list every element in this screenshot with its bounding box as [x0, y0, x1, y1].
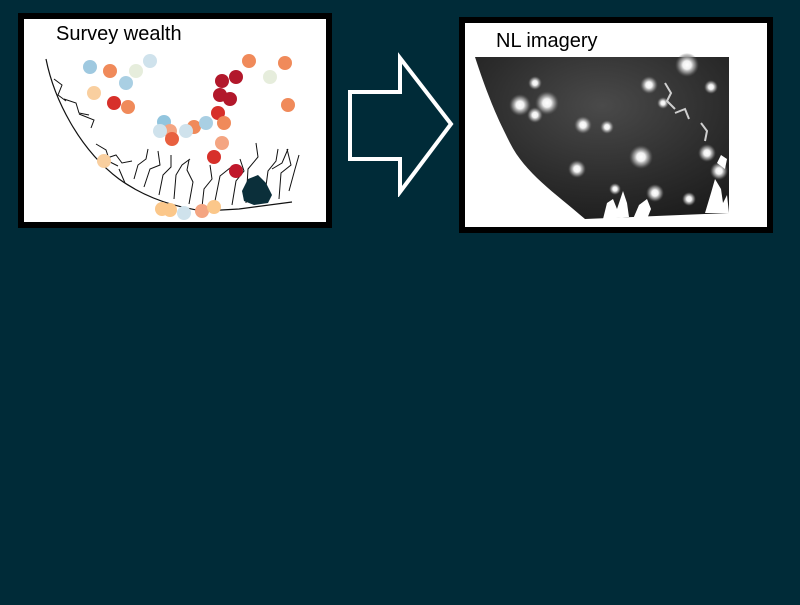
survey-point	[215, 74, 229, 88]
survey-wealth-panel: Survey wealth	[18, 13, 332, 228]
river-network	[53, 78, 300, 208]
survey-point	[217, 116, 231, 130]
survey-point	[163, 203, 177, 217]
survey-point	[195, 204, 209, 218]
light-streaks	[664, 82, 709, 142]
survey-point	[107, 96, 121, 110]
survey-point	[103, 64, 117, 78]
survey-point	[229, 70, 243, 84]
nl-imagery-title: NL imagery	[496, 30, 598, 52]
survey-point	[143, 54, 157, 68]
survey-point	[229, 164, 243, 178]
water-channels	[603, 155, 729, 219]
survey-point	[153, 124, 167, 138]
survey-point	[207, 150, 221, 164]
survey-point	[281, 98, 295, 112]
survey-point	[97, 154, 111, 168]
nl-imagery-image	[475, 53, 729, 219]
survey-point	[179, 124, 193, 138]
survey-wealth-title: Survey wealth	[56, 23, 182, 45]
survey-point	[207, 200, 221, 214]
survey-points	[83, 54, 295, 220]
survey-point	[121, 100, 135, 114]
survey-point	[242, 54, 256, 68]
survey-point	[215, 136, 229, 150]
survey-point	[165, 132, 179, 146]
survey-point	[177, 206, 191, 220]
lake	[242, 175, 272, 205]
survey-wealth-map	[45, 54, 300, 220]
survey-point	[199, 116, 213, 130]
arrow-right-icon	[348, 52, 454, 197]
survey-point	[223, 92, 237, 106]
survey-point	[83, 60, 97, 74]
survey-point	[119, 76, 133, 90]
nl-imagery-panel: NL imagery	[459, 17, 773, 233]
survey-point	[129, 64, 143, 78]
survey-point	[278, 56, 292, 70]
night-lights	[509, 53, 728, 206]
survey-point	[87, 86, 101, 100]
survey-point	[263, 70, 277, 84]
